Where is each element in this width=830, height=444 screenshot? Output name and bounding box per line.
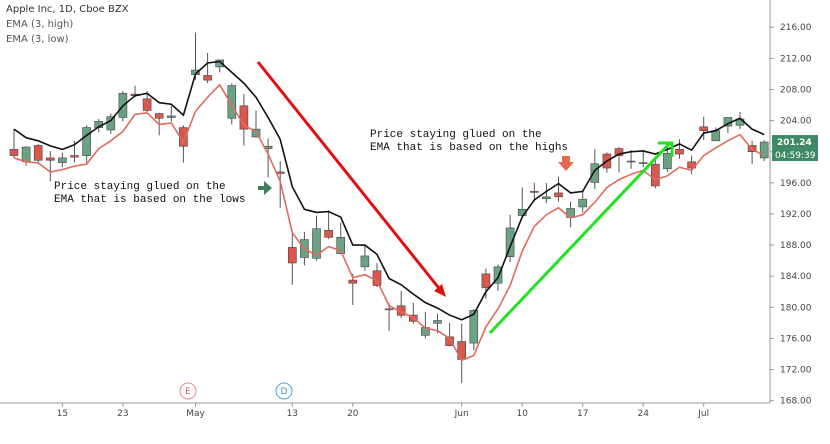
candle-body [433, 320, 442, 324]
x-tick-label: Jun [454, 409, 469, 419]
arrowhead [658, 141, 674, 157]
candle-body [70, 155, 79, 158]
candle-body [33, 145, 43, 161]
event-label: E [185, 387, 191, 397]
price-label: 201.24 [777, 138, 812, 148]
x-tick-label: 10 [516, 409, 528, 419]
countdown-label: 04:59:39 [775, 151, 816, 161]
event-marker [275, 382, 293, 400]
candle-body [626, 160, 636, 163]
x-tick-label: Jul [697, 409, 709, 419]
candle-body [542, 196, 551, 200]
arrow-icon [558, 156, 574, 171]
event-label: D [281, 387, 288, 397]
legend-bg [0, 2, 130, 58]
candle-body [106, 116, 116, 131]
candle-body [590, 163, 600, 183]
candle-body [203, 75, 212, 81]
candle-body [445, 336, 454, 346]
x-tick-label: May [186, 409, 205, 419]
ema-line [13, 83, 765, 362]
candle-body [493, 266, 503, 284]
candle-body [384, 308, 394, 311]
countdown-tag [772, 148, 818, 162]
annotation: EMA that is based on the lows [54, 194, 245, 206]
candle-body [505, 227, 515, 258]
candle-body [154, 113, 164, 119]
candle-body [167, 115, 176, 118]
candle-body [529, 191, 539, 193]
y-tick-label: 192.00 [780, 210, 812, 220]
y-tick-label: 212.00 [780, 54, 812, 64]
y-tick-label: 216.00 [780, 23, 812, 33]
arrow [256, 61, 444, 293]
candle-body [45, 157, 55, 161]
annotation: Price staying glued on the [54, 181, 226, 193]
candle-body [675, 149, 684, 155]
candle-body [287, 247, 297, 264]
y-tick-label: 188.00 [780, 241, 812, 251]
candle-body [58, 157, 67, 163]
y-tick-label: 196.00 [780, 179, 812, 189]
candle-body [227, 85, 237, 119]
x-tick-label: 15 [57, 409, 68, 419]
candle-body [21, 146, 31, 163]
x-tick-label: 23 [117, 409, 128, 419]
x-tick-label: 20 [347, 409, 359, 419]
candle-body [312, 228, 321, 259]
candle-body [614, 148, 624, 156]
candle-body [372, 270, 382, 286]
y-tick-label: 172.00 [780, 366, 812, 376]
candle-body [9, 149, 19, 156]
candle-body [348, 279, 358, 284]
candle-body [650, 163, 660, 187]
axis-labels: 168.00 172.00 176.00 180.00 184.00 188.00 192.… [57, 23, 818, 419]
x-tick-label: 17 [577, 409, 588, 419]
annotation: Price staying glued on the [370, 129, 542, 141]
y-tick-label: 208.00 [780, 85, 812, 95]
y-tick-label: 184.00 [780, 272, 812, 282]
candle-body [554, 192, 563, 198]
candle-body [759, 141, 769, 159]
candle-body [663, 152, 672, 170]
candle-body [336, 236, 346, 254]
candle-body [711, 130, 721, 142]
ema-line [13, 60, 765, 321]
candle-body [215, 59, 224, 68]
arrow-icon [258, 181, 272, 195]
candle-body [638, 162, 648, 164]
indicator-label: EMA (3, low) [6, 34, 69, 45]
chart-title: Apple Inc, 1D, Cboe BZX [6, 4, 129, 15]
candle-body [578, 198, 588, 208]
marks [9, 32, 769, 383]
x-tick-label: 24 [637, 409, 649, 419]
candle-body [360, 255, 370, 268]
y-tick-label: 176.00 [780, 334, 812, 344]
candle-body [699, 126, 709, 132]
event-marker [179, 382, 197, 400]
y-tick-label: 204.00 [780, 117, 812, 127]
candle-body [142, 98, 152, 111]
x-tick-label: 13 [287, 409, 298, 419]
price-tag [772, 135, 818, 149]
candle-body [469, 310, 479, 344]
arrow [488, 141, 672, 335]
y-tick-label: 180.00 [780, 303, 812, 313]
candle-body [82, 127, 91, 156]
annotation: EMA that is based on the highs [370, 142, 568, 154]
arrowhead [434, 284, 446, 297]
candle-body [324, 229, 333, 238]
y-tick-label: 168.00 [780, 397, 812, 407]
indicator-label: EMA (3, high) [6, 19, 73, 30]
candle-body [481, 273, 491, 289]
